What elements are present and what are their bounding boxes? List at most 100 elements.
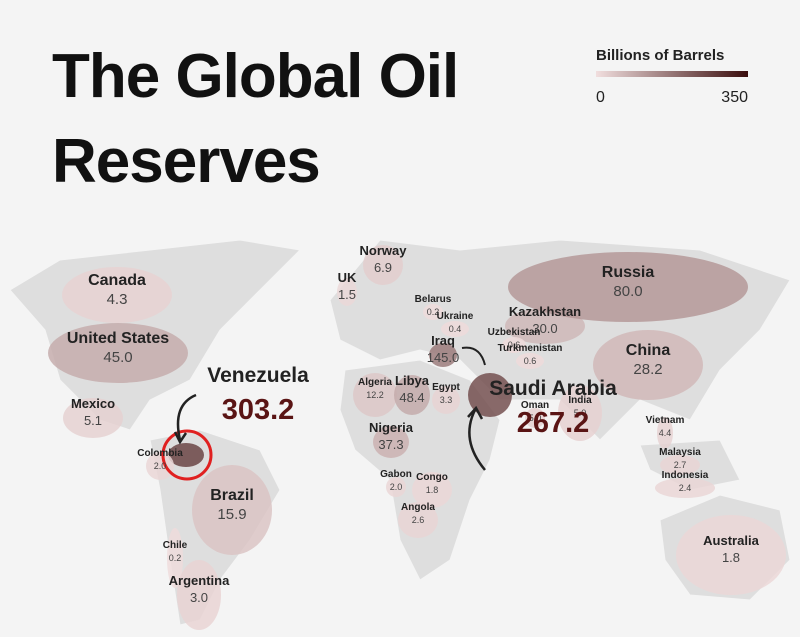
country-name: Oman bbox=[521, 400, 549, 411]
country-name: Angola bbox=[401, 502, 435, 513]
country-value: 0.4 bbox=[449, 324, 462, 334]
country-shape bbox=[441, 321, 469, 337]
country-name: Congo bbox=[416, 472, 448, 483]
country-name: UK bbox=[338, 270, 357, 285]
country-value: 15.9 bbox=[217, 506, 246, 523]
country-value: 1.8 bbox=[722, 550, 740, 565]
country-name: Nigeria bbox=[369, 420, 414, 435]
country-name: Libya bbox=[395, 373, 430, 388]
legend-gradient bbox=[596, 71, 748, 77]
country-name: Kazakhstan bbox=[509, 304, 581, 319]
country-name: China bbox=[626, 342, 671, 359]
country-name: Mexico bbox=[71, 396, 115, 411]
country-value: 2.6 bbox=[412, 515, 425, 525]
country-shape bbox=[146, 452, 174, 480]
country-value: 2.4 bbox=[679, 483, 692, 493]
legend-title: Billions of Barrels bbox=[596, 47, 724, 64]
country-value: 303.2 bbox=[222, 394, 295, 426]
country-name: India bbox=[568, 395, 592, 406]
country-shape bbox=[337, 278, 357, 306]
country-value: 48.4 bbox=[399, 390, 424, 405]
country-name: Egypt bbox=[432, 382, 460, 393]
country-value: 145.0 bbox=[427, 350, 460, 365]
title-line: Reserves bbox=[52, 127, 320, 196]
country-value: 0.6 bbox=[508, 340, 521, 350]
country-shape bbox=[657, 417, 673, 449]
legend-max: 350 bbox=[721, 89, 748, 106]
country-name: Australia bbox=[703, 533, 759, 548]
country-value: 4.4 bbox=[659, 428, 672, 438]
arrow-head bbox=[467, 405, 484, 420]
country-name: Turkmenistan bbox=[498, 343, 563, 354]
country-name: Gabon bbox=[380, 469, 412, 480]
arrow-head bbox=[173, 431, 188, 445]
country-shape bbox=[468, 373, 512, 417]
country-shape bbox=[177, 560, 221, 630]
country-value: 3.0 bbox=[190, 590, 208, 605]
country-name: United States bbox=[67, 330, 169, 347]
country-name: Russia bbox=[602, 264, 655, 281]
country-shape bbox=[62, 267, 172, 323]
country-shape bbox=[516, 353, 544, 369]
country-value: 5.0 bbox=[574, 408, 587, 418]
country-value: 5.1 bbox=[84, 413, 102, 428]
country-value: 2.0 bbox=[154, 461, 167, 471]
country-name: Argentina bbox=[169, 573, 230, 588]
country-value: 4.3 bbox=[107, 291, 128, 308]
country-shape bbox=[593, 330, 703, 400]
country-value: 45.0 bbox=[103, 349, 132, 366]
country-shape bbox=[423, 304, 443, 320]
country-shape bbox=[353, 373, 397, 417]
country-shapes bbox=[48, 245, 786, 630]
country-value: 28.2 bbox=[633, 361, 662, 378]
country-value: 267.2 bbox=[517, 407, 590, 439]
arrow bbox=[461, 346, 486, 366]
country-value: 1.8 bbox=[426, 485, 439, 495]
legend-min: 0 bbox=[596, 89, 605, 106]
title-line: The Global Oil bbox=[52, 42, 458, 111]
arrow bbox=[468, 409, 486, 471]
country-shape bbox=[676, 515, 786, 595]
country-shape bbox=[48, 323, 188, 383]
country-shape bbox=[167, 528, 183, 588]
country-value: 2.7 bbox=[674, 460, 687, 470]
country-shape bbox=[373, 426, 409, 458]
country-value: 0.2 bbox=[169, 553, 182, 563]
arrow bbox=[176, 393, 197, 441]
country-name: Brazil bbox=[210, 487, 254, 504]
country-shape bbox=[168, 443, 204, 467]
country-name: Vietnam bbox=[646, 415, 685, 426]
country-name: Belarus bbox=[415, 294, 452, 305]
country-name: Colombia bbox=[137, 448, 183, 459]
country-value: 80.0 bbox=[613, 283, 642, 300]
country-shape bbox=[429, 343, 457, 367]
country-name: Chile bbox=[163, 540, 188, 551]
country-value: 6.9 bbox=[374, 260, 392, 275]
country-value: 1.5 bbox=[338, 287, 356, 302]
country-value: 30.0 bbox=[532, 321, 557, 336]
country-value: 37.3 bbox=[378, 437, 403, 452]
highlight-ring bbox=[161, 429, 213, 481]
country-shape bbox=[192, 465, 272, 555]
country-name: Ukraine bbox=[437, 311, 474, 322]
country-name: Uzbekistan bbox=[488, 327, 541, 338]
country-shape bbox=[386, 477, 406, 497]
country-value: 0.6 bbox=[524, 356, 537, 366]
country-value: 12.2 bbox=[366, 390, 384, 400]
country-shape bbox=[394, 375, 430, 415]
country-shape bbox=[432, 386, 460, 414]
country-name: Venezuela bbox=[207, 364, 309, 387]
country-value: 2.0 bbox=[390, 482, 403, 492]
country-shape bbox=[558, 385, 602, 441]
country-shape bbox=[508, 252, 748, 322]
country-labels: Canada 4.3 United States 45.0 Mexico 5.1 Venez… bbox=[67, 243, 760, 605]
country-name: Algeria bbox=[358, 377, 392, 388]
country-name: Indonesia bbox=[662, 470, 709, 481]
country-name: Iraq bbox=[431, 333, 455, 348]
country-shape bbox=[63, 398, 123, 438]
country-value: 0.2 bbox=[427, 307, 440, 317]
country-shape bbox=[398, 502, 438, 538]
country-value: 3.3 bbox=[440, 395, 453, 405]
country-shape bbox=[502, 337, 526, 353]
